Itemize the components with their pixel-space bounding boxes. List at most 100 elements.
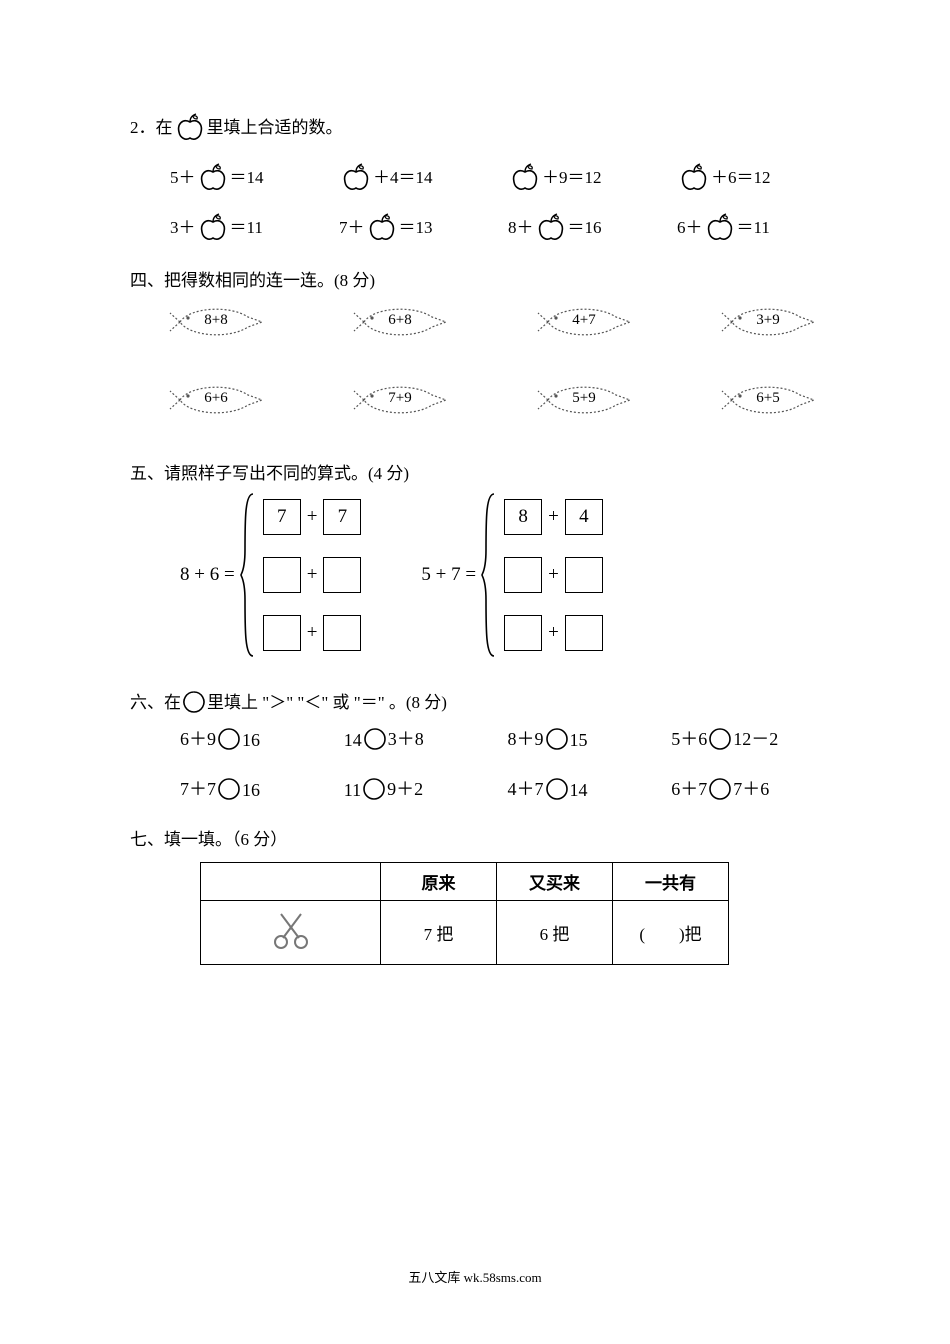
cmp-left: 6＋7 xyxy=(671,775,707,801)
brace-group-left: 8 + 6 = 7 + 7 + + xyxy=(180,490,361,660)
cmp-left: 4＋7 xyxy=(508,775,544,801)
eq-mid: ＋6＝12 xyxy=(711,163,771,188)
eq-post: ＝14 xyxy=(230,163,264,188)
apple-icon xyxy=(677,160,711,192)
th-col: 又买来 xyxy=(497,863,613,901)
q2-prompt: 2．在 里填上合适的数。 xyxy=(130,110,820,138)
eq-mid: ＋4＝14 xyxy=(373,163,433,188)
q2-cell: 6＋ ＝11 xyxy=(677,210,820,238)
fish-item: 4+7 xyxy=(536,303,632,341)
circle-blank-icon xyxy=(544,777,570,803)
table-row: 原来 又买来 一共有 xyxy=(201,863,729,901)
q4-bottom-row: 6+6 7+9 5+9 6+5 xyxy=(168,381,820,419)
q7-head: 七、填一填。（6 分） xyxy=(130,825,820,850)
fish-label: 6+5 xyxy=(720,390,816,407)
q6-cell: 5＋612－2 xyxy=(671,725,820,751)
cmp-right: 7＋6 xyxy=(733,775,769,801)
q4-head: 四、把得数相同的连一连。(8 分) xyxy=(130,266,820,291)
fish-label: 6+6 xyxy=(168,390,264,407)
q6-cell: 8＋915 xyxy=(508,725,636,751)
th-blank xyxy=(201,863,381,901)
eq-mid: ＋9＝12 xyxy=(542,163,602,188)
fish-label: 5+9 xyxy=(536,390,632,407)
cmp-right: 16 xyxy=(242,780,260,801)
fish-label: 7+9 xyxy=(352,390,448,407)
circle-blank-icon xyxy=(707,777,733,803)
box xyxy=(323,615,361,651)
circle-blank-icon xyxy=(361,777,387,803)
td-cell: ( )把 xyxy=(613,901,729,965)
q5-head: 五、请照样子写出不同的算式。(4 分) xyxy=(130,459,820,484)
brace-row: + xyxy=(263,557,362,593)
eq-pre: 5＋ xyxy=(170,163,196,188)
eq-post: ＝11 xyxy=(737,213,770,238)
fish-label: 4+7 xyxy=(536,312,632,329)
fish-item: 6+8 xyxy=(352,303,448,341)
plus-sign: + xyxy=(307,564,318,586)
box xyxy=(263,615,301,651)
cmp-right: 16 xyxy=(242,730,260,751)
brace-row: + xyxy=(504,615,603,651)
apple-icon xyxy=(196,160,230,192)
q2-cell: 8＋ ＝16 xyxy=(508,210,651,238)
box: 4 xyxy=(565,499,603,535)
circle-blank-icon xyxy=(362,727,388,753)
brace-lhs: 8 + 6 = xyxy=(180,564,239,586)
plus-sign: + xyxy=(548,506,559,528)
cmp-right: 14 xyxy=(570,780,588,801)
q6-cell: 6＋9 16 xyxy=(180,725,308,751)
q6-cell: 143＋8 xyxy=(344,725,472,751)
q2-label: 2．在 xyxy=(130,113,173,138)
q6-head-b: 里填上 "＞" "＜" 或 "＝" 。(8 分) xyxy=(207,688,447,713)
apple-icon xyxy=(196,210,230,242)
table-row: 7 把 6 把 ( )把 xyxy=(201,901,729,965)
q6-cell: 7＋7 16 xyxy=(180,775,308,801)
q6-head: 六、在 里填上 "＞" "＜" 或 "＝" 。(8 分) xyxy=(130,688,820,713)
q6-cell: 4＋7 14 xyxy=(508,775,636,801)
plus-sign: + xyxy=(548,564,559,586)
cmp-left: 7＋7 xyxy=(180,775,216,801)
q6-cell: 6＋7 7＋6 xyxy=(671,775,820,801)
cmp-right: 15 xyxy=(570,730,588,751)
td-item xyxy=(201,901,381,965)
box xyxy=(263,557,301,593)
fish-item: 5+9 xyxy=(536,381,632,419)
q2-tail: 里填上合适的数。 xyxy=(207,113,343,138)
fish-item: 6+5 xyxy=(720,381,816,419)
q4-top-row: 8+8 6+8 4+7 3+9 xyxy=(168,303,820,341)
apple-icon xyxy=(703,210,737,242)
brace-lhs: 5 + 7 = xyxy=(421,564,480,586)
apple-icon xyxy=(508,160,542,192)
q5-group: 8 + 6 = 7 + 7 + + xyxy=(180,490,820,660)
box xyxy=(565,557,603,593)
eq-post: ＝13 xyxy=(399,213,433,238)
fish-item: 8+8 xyxy=(168,303,264,341)
box xyxy=(565,615,603,651)
brace-row: + xyxy=(263,615,362,651)
plus-sign: + xyxy=(307,506,318,528)
q2-cell: 3＋ ＝11 xyxy=(170,210,313,238)
apple-icon xyxy=(365,210,399,242)
box xyxy=(504,557,542,593)
cmp-left: 6＋9 xyxy=(180,725,216,751)
fish-item: 6+6 xyxy=(168,381,264,419)
q2-cell: 5＋ ＝14 xyxy=(170,160,313,188)
box: 7 xyxy=(263,499,301,535)
q2-cell: ＋9＝12 xyxy=(508,160,651,188)
box: 8 xyxy=(504,499,542,535)
cmp-right: 9＋2 xyxy=(387,775,423,801)
circle-blank-icon xyxy=(216,777,242,803)
q6-grid: 6＋9 16 143＋8 8＋915 5＋612－2 7＋7 16 11 9＋2 4＋… xyxy=(180,725,820,801)
fish-label: 6+8 xyxy=(352,312,448,329)
q2-cell: ＋6＝12 xyxy=(677,160,820,188)
q2-cell: 7＋ ＝13 xyxy=(339,210,482,238)
brace-icon xyxy=(480,490,498,660)
eq-pre: 8＋ xyxy=(508,213,534,238)
cmp-left: 11 xyxy=(344,780,361,801)
cmp-left: 5＋6 xyxy=(671,725,707,751)
brace-row: 8 + 4 xyxy=(504,499,603,535)
q2-row-2: 3＋ ＝11 7＋ ＝13 8＋ ＝16 6＋ ＝11 xyxy=(170,210,820,238)
box xyxy=(323,557,361,593)
cmp-left: 14 xyxy=(344,730,362,751)
circle-blank-icon xyxy=(216,727,242,753)
